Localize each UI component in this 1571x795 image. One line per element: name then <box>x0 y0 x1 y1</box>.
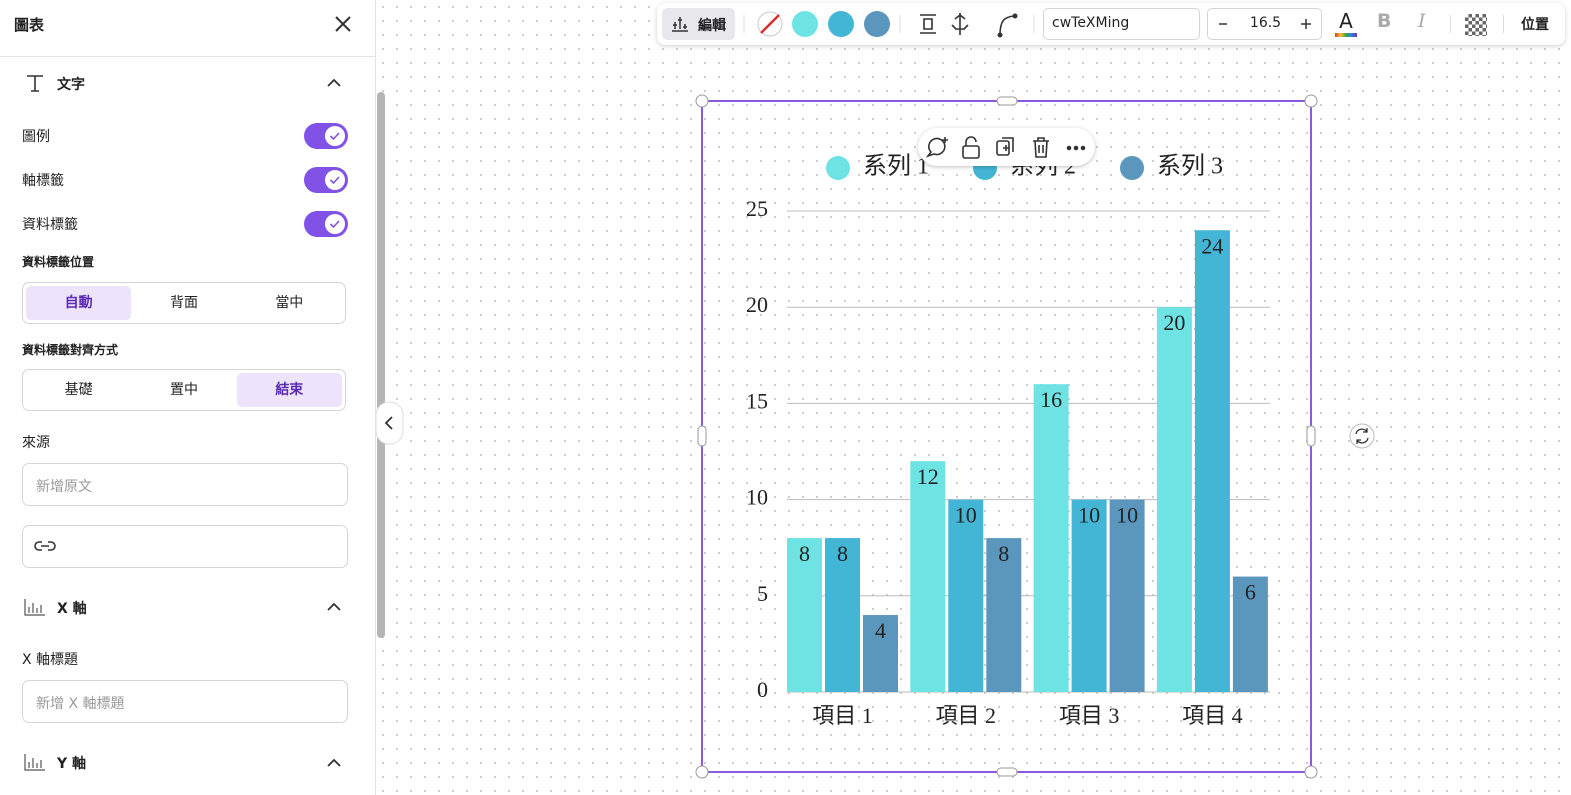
color-swatch[interactable] <box>864 11 890 37</box>
side-panel: 圖表 文字 資料標籤位置 自動 背面 當中 資料標籤對齊方式 基礎 置中 結束 來源 新… <box>0 0 385 795</box>
caret[interactable] <box>326 76 342 90</box>
label: 資料標籤對齊方式 <box>22 343 119 357</box>
edit-label: 編輯 <box>698 18 726 34</box>
font-size-control: 16.5 <box>1207 8 1322 40</box>
separator <box>1503 15 1504 33</box>
segment-option[interactable]: 背面 <box>169 295 198 311</box>
collapse-button[interactable] <box>375 401 405 445</box>
panel-title: 圖表 <box>14 16 45 34</box>
decrease-button[interactable] <box>1216 17 1230 31</box>
toggle-knob <box>325 170 345 190</box>
transparency-button[interactable] <box>1465 14 1487 36</box>
close-button[interactable] <box>333 14 353 34</box>
color-bar <box>1335 33 1357 37</box>
axis-icon <box>24 599 45 616</box>
font-size: 16.5 <box>1249 15 1282 31</box>
position-button[interactable]: 位置 <box>1521 17 1549 33</box>
segment-option[interactable]: 基礎 <box>64 382 93 398</box>
segment-option[interactable]: 置中 <box>169 382 198 398</box>
toggle[interactable] <box>304 167 348 193</box>
separator <box>1450 15 1451 33</box>
toggle-knob <box>325 126 345 146</box>
label: 資料標籤位置 <box>22 255 95 269</box>
chart-icon <box>672 17 688 32</box>
increase-button[interactable] <box>1299 17 1313 31</box>
toolbar-icons <box>743 11 1035 38</box>
italic-button[interactable]: I <box>1418 10 1426 32</box>
link-icon <box>34 541 56 551</box>
segmented-control: 自動 背面 當中 <box>22 282 346 324</box>
scrollbar[interactable] <box>377 92 385 638</box>
edit-button[interactable]: 編輯 <box>662 8 735 40</box>
section-title[interactable]: Y 軸 <box>57 756 87 772</box>
color-swatch[interactable] <box>828 11 854 37</box>
text-input[interactable]: 新增 X 軸標題 <box>22 680 348 723</box>
section-title[interactable]: 文字 <box>57 77 85 93</box>
segment-option[interactable]: 自動 <box>26 286 132 320</box>
color-swatch[interactable] <box>792 11 818 37</box>
font-select[interactable]: cwTeXMing <box>1043 8 1200 40</box>
toggle[interactable] <box>304 123 348 149</box>
bold-button[interactable]: B <box>1377 10 1392 32</box>
toolbar: 編輯 cwTeXMing 16.5 A B I 位置 <box>657 3 1565 45</box>
label: 來源 <box>22 435 50 451</box>
toggle-label: 資料標籤 <box>22 217 78 233</box>
label: X 軸標題 <box>22 652 79 668</box>
toggle[interactable] <box>304 211 348 237</box>
text-color-button[interactable]: A <box>1339 9 1353 33</box>
toggle-label: 軸標籤 <box>22 173 64 189</box>
caret[interactable] <box>326 756 342 770</box>
divider <box>0 56 375 57</box>
text-icon <box>27 75 43 92</box>
segment-option[interactable]: 結束 <box>236 373 342 407</box>
section-title[interactable]: X 軸 <box>57 601 87 617</box>
toggle-label: 圖例 <box>22 129 50 145</box>
caret[interactable] <box>326 600 342 614</box>
text-input[interactable]: 新增原文 <box>22 463 348 506</box>
segmented-control: 基礎 置中 結束 <box>22 369 346 411</box>
canvas <box>376 0 1571 795</box>
segment-option[interactable]: 當中 <box>275 295 304 311</box>
axis-icon <box>24 754 45 771</box>
toggle-knob <box>325 214 345 234</box>
link-input[interactable] <box>22 525 348 568</box>
